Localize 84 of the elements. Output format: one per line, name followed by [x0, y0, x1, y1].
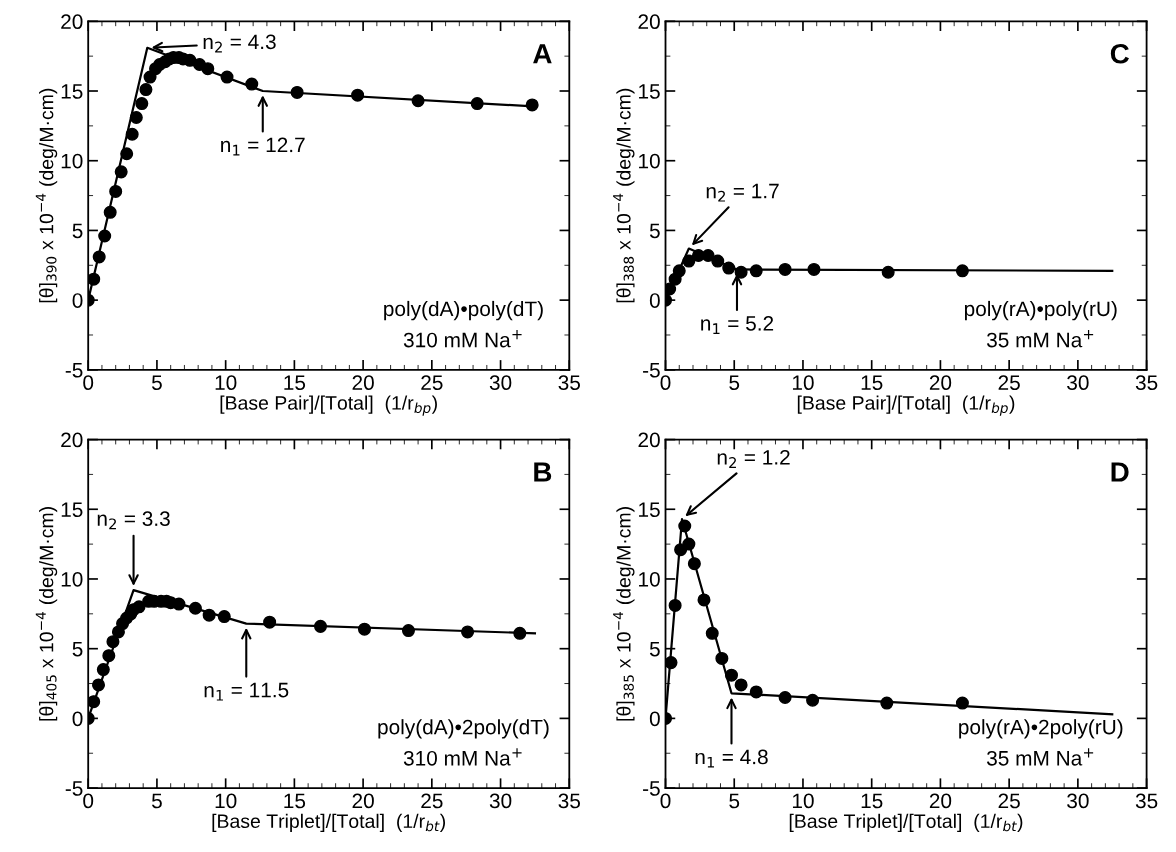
x-axis-title: [Base Triplet]/[Total] (1/r$_{bt}$) — [212, 813, 446, 832]
y-tick-label: 5 — [649, 223, 660, 239]
x-tick-label: 25 — [998, 793, 1020, 809]
y-tick-label: 0 — [649, 293, 660, 308]
x-tick-label: 0 — [660, 793, 671, 809]
y-tick-label: 0 — [72, 293, 83, 308]
y-axis-title: [θ]$_{388}$ x 10$^{−4}$ (deg/M·cm) — [613, 88, 635, 303]
x-tick-label: 5 — [151, 375, 162, 391]
x-tick-label: 30 — [1067, 375, 1089, 391]
y-tick-label: -5 — [65, 781, 83, 796]
x-tick-label: 15 — [284, 793, 306, 809]
x-tick-label: 20 — [352, 375, 374, 391]
x-tick-label: 5 — [729, 793, 740, 809]
annotation: n$_{2}$ = 4.3 — [203, 34, 276, 53]
annotation: n$_{2}$ = 1.7 — [706, 183, 779, 202]
x-tick-label: 10 — [792, 375, 814, 391]
x-tick-label: 5 — [729, 375, 740, 391]
y-axis-title: [θ]$_{390}$ x 10$^{−4}$ (deg/M·cm) — [35, 88, 58, 303]
x-tick-label: 35 — [1135, 793, 1158, 809]
x-tick-label: 10 — [215, 375, 237, 391]
annotation: C — [1110, 43, 1129, 64]
y-tick-label: 5 — [72, 223, 83, 239]
x-tick-label: 35 — [1135, 375, 1158, 391]
y-tick-label: 20 — [638, 432, 660, 448]
y-tick-label: 15 — [61, 84, 83, 99]
annotation: B — [534, 462, 552, 482]
x-tick-label: 25 — [998, 375, 1020, 391]
x-tick-label: 0 — [83, 375, 94, 391]
y-tick-label: 10 — [61, 571, 83, 587]
x-tick-label: 15 — [284, 375, 306, 391]
annotation: n$_{1}$ = 5.2 — [701, 315, 774, 334]
y-tick-label: 0 — [649, 711, 660, 727]
y-tick-label: 15 — [639, 502, 660, 518]
annotation: n$_{2}$ = 1.2 — [717, 449, 790, 468]
y-tick-label: 15 — [61, 502, 83, 518]
x-axis-title: [Base Triplet]/[Total] (1/r$_{bt}$) — [789, 813, 1023, 832]
y-axis-title: [θ]$_{405}$ x 10$^{−4}$ (deg/M·cm) — [35, 507, 58, 721]
y-tick-label: 10 — [639, 153, 660, 169]
annotation: 35 mM Na$^{+}$ — [986, 330, 1094, 348]
annotation: A — [533, 44, 552, 64]
annotation: poly(dA)•2poly(dT) — [378, 719, 549, 739]
x-axis-title: [Base Pair]/[Total] (1/r$_{bp}$) — [220, 395, 437, 416]
y-tick-label: 10 — [61, 153, 83, 169]
y-tick-label: 20 — [61, 432, 83, 448]
x-tick-label: 0 — [83, 793, 94, 809]
x-tick-label: 25 — [421, 375, 443, 391]
x-tick-label: 10 — [792, 793, 814, 809]
y-tick-label: 20 — [61, 14, 83, 30]
x-tick-label: 35 — [558, 375, 581, 391]
x-tick-label: 5 — [151, 793, 162, 809]
x-tick-label: 35 — [558, 793, 581, 809]
x-tick-label: 30 — [1067, 793, 1089, 809]
y-tick-label: 15 — [639, 84, 660, 99]
annotation: D — [1111, 462, 1129, 482]
y-tick-label: -5 — [65, 363, 83, 378]
annotation: poly(rA)•poly(rU) — [964, 300, 1117, 321]
y-tick-label: 20 — [638, 14, 660, 30]
y-tick-label: 0 — [72, 711, 83, 727]
y-tick-label: 5 — [72, 641, 83, 657]
x-tick-label: 30 — [489, 375, 512, 391]
x-tick-label: 30 — [489, 793, 512, 809]
y-tick-label: 10 — [639, 571, 660, 587]
annotation: poly(dA)•poly(dT) — [384, 300, 543, 321]
annotation: n$_{1}$ = 11.5 — [204, 682, 289, 701]
annotation: poly(rA)•2poly(rU) — [959, 719, 1123, 739]
x-tick-label: 15 — [861, 793, 883, 809]
x-tick-label: 20 — [352, 793, 374, 809]
x-tick-label: 0 — [660, 375, 671, 391]
annotation: n$_{1}$ = 12.7 — [221, 137, 305, 156]
y-tick-label: -5 — [643, 363, 660, 378]
x-tick-label: 15 — [861, 375, 883, 391]
x-tick-label: 25 — [421, 793, 443, 809]
x-tick-label: 20 — [929, 375, 952, 391]
y-axis-title: [θ]$_{385}$ x 10$^{−4}$ (deg/M·cm) — [613, 507, 635, 721]
annotation: n$_{1}$ = 4.8 — [695, 749, 768, 768]
annotation: 310 mM Na$^{+}$ — [403, 748, 522, 766]
x-axis-title: [Base Pair]/[Total] (1/r$_{bp}$) — [797, 395, 1015, 416]
x-tick-label: 10 — [215, 793, 237, 809]
y-tick-label: -5 — [643, 781, 660, 796]
x-tick-label: 20 — [929, 793, 952, 809]
annotation: 35 mM Na$^{+}$ — [986, 748, 1094, 766]
y-tick-label: 5 — [649, 641, 660, 657]
annotation: n$_{2}$ = 3.3 — [97, 511, 170, 530]
annotation: 310 mM Na$^{+}$ — [403, 330, 522, 348]
